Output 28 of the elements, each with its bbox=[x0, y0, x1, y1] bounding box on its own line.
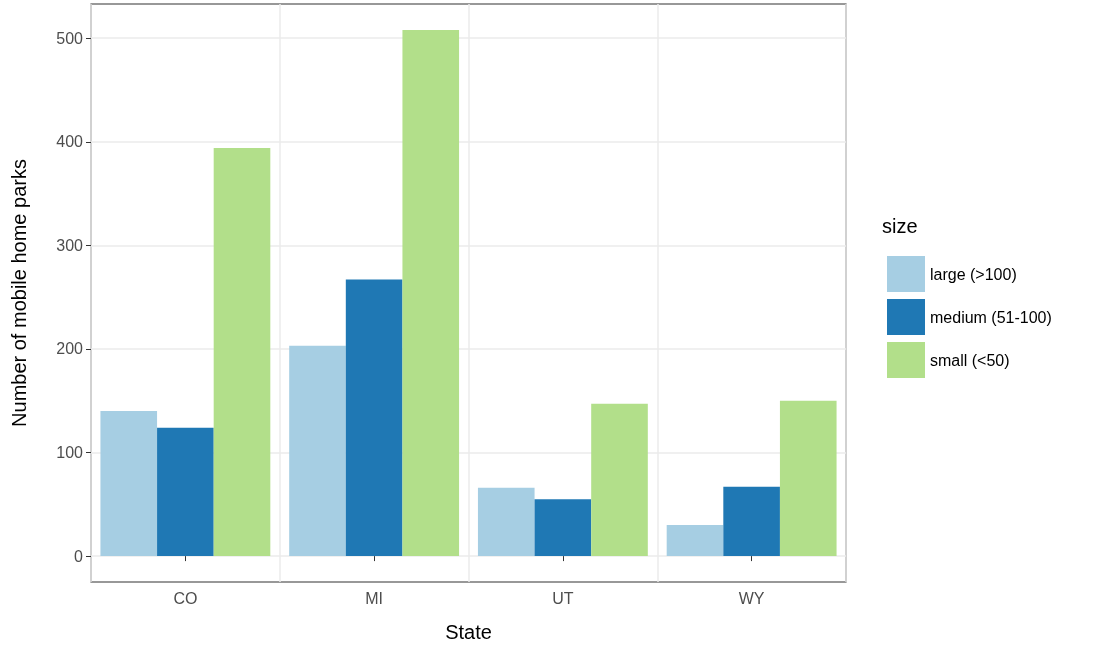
y-tick-label: 0 bbox=[74, 547, 84, 565]
y-tick-label: 300 bbox=[56, 236, 84, 254]
x-tick-label: WY bbox=[738, 589, 765, 607]
legend-label: large (>100) bbox=[930, 265, 1017, 283]
y-tick-label: 400 bbox=[56, 133, 84, 151]
x-axis-title: State bbox=[445, 621, 492, 643]
bar bbox=[723, 486, 780, 557]
x-tick-label: UT bbox=[552, 589, 574, 607]
y-tick-label: 200 bbox=[56, 340, 84, 358]
bar bbox=[477, 487, 535, 557]
legend-title: size bbox=[882, 215, 918, 237]
legend-label: medium (51-100) bbox=[930, 308, 1052, 326]
bar bbox=[345, 279, 403, 557]
bar bbox=[666, 525, 724, 557]
legend-label: small (<50) bbox=[930, 351, 1010, 369]
y-tick-label: 500 bbox=[56, 29, 84, 47]
x-tick-label: MI bbox=[365, 589, 384, 607]
y-tick-label: 100 bbox=[56, 444, 84, 462]
bar bbox=[289, 345, 346, 557]
bar bbox=[157, 427, 214, 557]
bar bbox=[534, 499, 592, 557]
bar bbox=[591, 403, 648, 557]
bar bbox=[100, 411, 158, 557]
bar bbox=[402, 29, 460, 557]
bar bbox=[213, 147, 271, 557]
y-axis-title: Number of mobile home parks bbox=[8, 159, 30, 427]
x-tick-label: CO bbox=[173, 589, 198, 607]
bar bbox=[779, 400, 837, 557]
